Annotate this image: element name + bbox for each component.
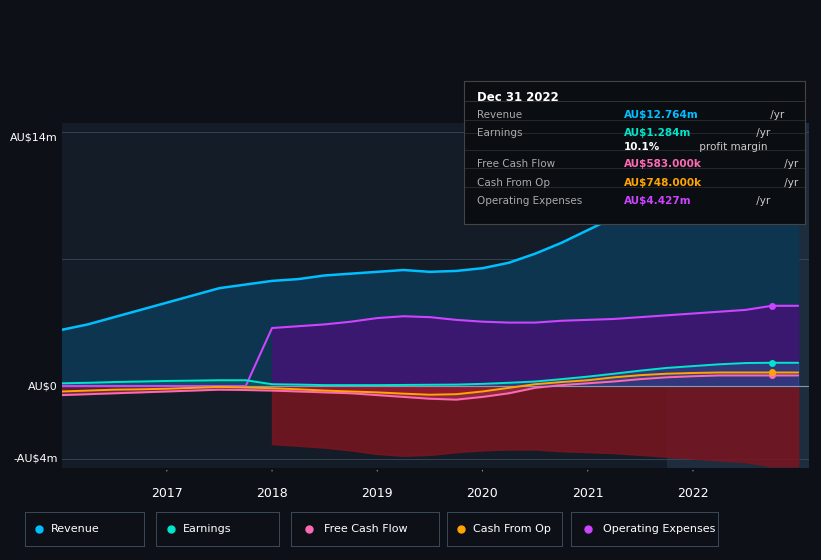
Text: Operating Expenses: Operating Expenses xyxy=(603,524,715,534)
Text: Revenue: Revenue xyxy=(478,110,523,120)
Text: Operating Expenses: Operating Expenses xyxy=(478,196,583,206)
Text: Cash From Op: Cash From Op xyxy=(473,524,551,534)
Text: profit margin: profit margin xyxy=(695,142,767,152)
Text: Free Cash Flow: Free Cash Flow xyxy=(324,524,407,534)
Bar xyxy=(667,123,809,468)
Text: AU$1.284m: AU$1.284m xyxy=(624,128,691,138)
Text: Earnings: Earnings xyxy=(183,524,232,534)
Text: 2018: 2018 xyxy=(256,487,288,500)
Text: Free Cash Flow: Free Cash Flow xyxy=(478,159,556,169)
Text: Earnings: Earnings xyxy=(478,128,523,138)
Text: AU$14m: AU$14m xyxy=(10,132,57,142)
Text: AU$4.427m: AU$4.427m xyxy=(624,196,691,206)
Text: Revenue: Revenue xyxy=(51,524,99,534)
Text: 2020: 2020 xyxy=(466,487,498,500)
Text: Dec 31 2022: Dec 31 2022 xyxy=(478,91,559,104)
Text: 2017: 2017 xyxy=(151,487,183,500)
Text: 10.1%: 10.1% xyxy=(624,142,660,152)
Text: 2022: 2022 xyxy=(677,487,709,500)
Text: AU$748.000k: AU$748.000k xyxy=(624,178,702,188)
Text: 2021: 2021 xyxy=(572,487,603,500)
Text: AU$583.000k: AU$583.000k xyxy=(624,159,702,169)
Text: AU$12.764m: AU$12.764m xyxy=(624,110,699,120)
Text: 2019: 2019 xyxy=(361,487,393,500)
Text: Cash From Op: Cash From Op xyxy=(478,178,551,188)
Text: /yr: /yr xyxy=(782,159,799,169)
Text: AU$0: AU$0 xyxy=(28,381,57,391)
Text: /yr: /yr xyxy=(753,128,770,138)
Text: -AU$4m: -AU$4m xyxy=(13,454,57,464)
Text: /yr: /yr xyxy=(753,196,770,206)
Text: /yr: /yr xyxy=(767,110,784,120)
Text: /yr: /yr xyxy=(782,178,799,188)
